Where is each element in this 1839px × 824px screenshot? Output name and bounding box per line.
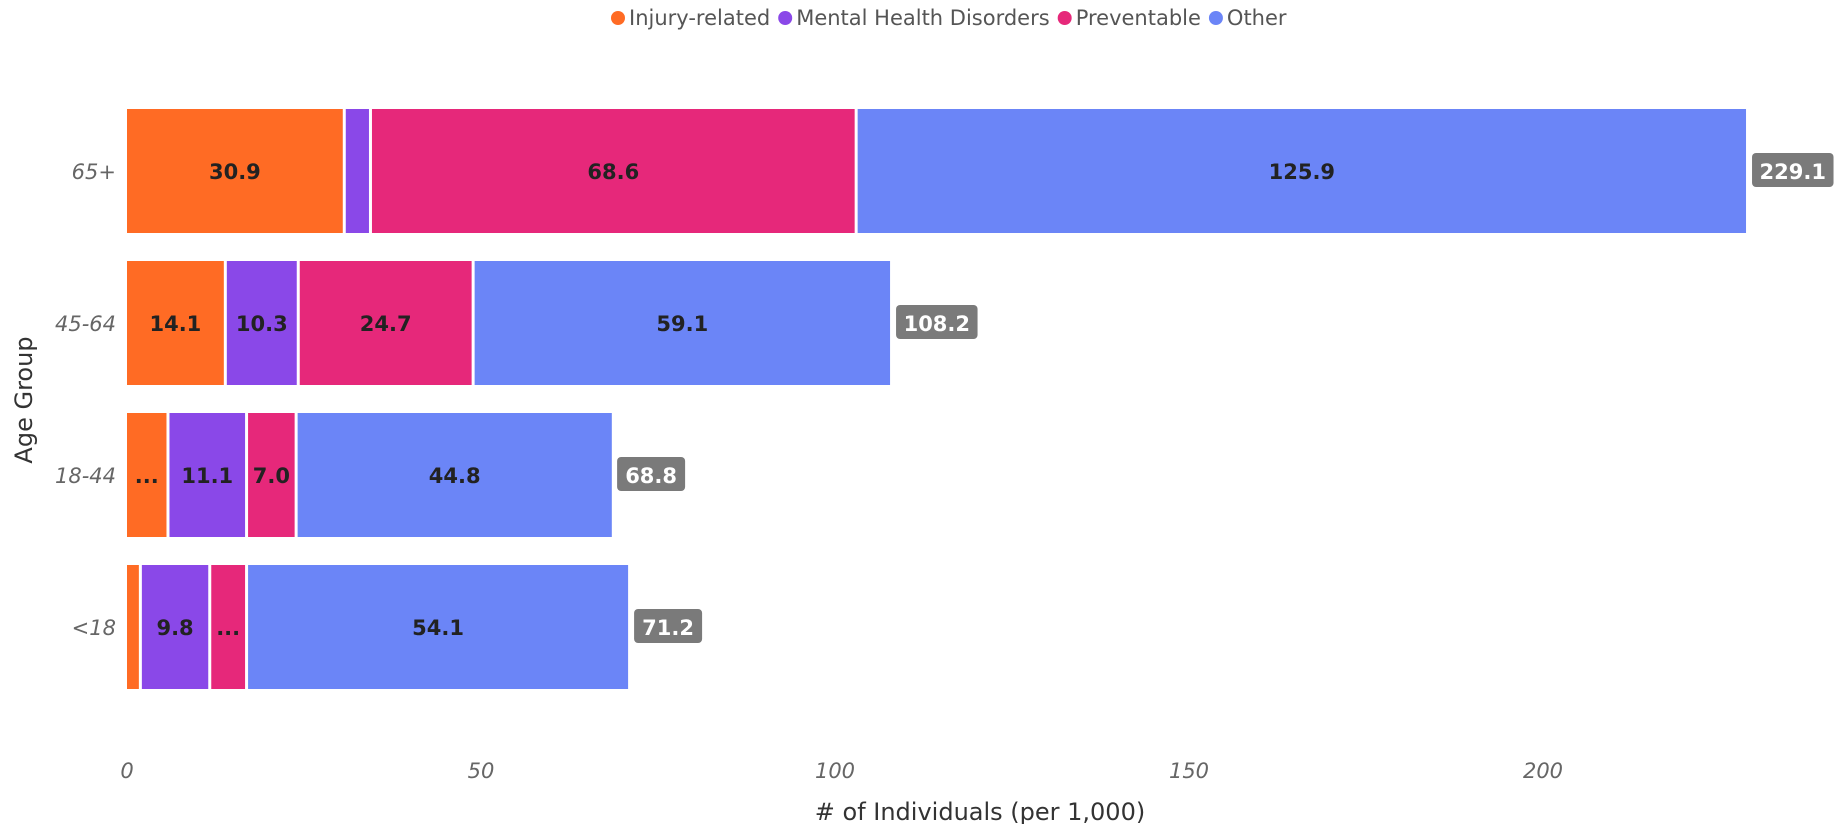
total-badge-18: [634, 609, 703, 643]
bar-18-44-mental-health-disorders[interactable]: [169, 413, 246, 537]
data-label-65-injury-related: 30.9: [209, 160, 261, 184]
bar-18-injury-related[interactable]: [127, 565, 139, 689]
data-label-18-mental-health-disorders: 9.8: [156, 616, 193, 640]
legend-marker-injury-related: [611, 11, 625, 25]
data-label-65-preventable: 68.6: [587, 160, 639, 184]
x-axis-tick-labels: 0 50 100 150 200: [120, 759, 1563, 783]
y-tick-65: 65+: [72, 160, 116, 184]
data-label-18-44-mental-health-disorders: 11.1: [181, 464, 233, 488]
data-label-45-64-mental-health-disorders: 10.3: [236, 312, 288, 336]
y-tick-18-44: 18-44: [55, 464, 116, 488]
x-tick-100: 100: [815, 759, 855, 783]
data-label-18-preventable: ...: [216, 616, 240, 640]
bar-65-preventable[interactable]: [371, 109, 855, 233]
bar-18-44-other[interactable]: [297, 413, 612, 537]
data-label-45-64-preventable: 24.7: [360, 312, 412, 336]
bar-65-mental-health-disorders[interactable]: [345, 109, 369, 233]
y-axis-tick-labels: 65+ 45-64 18-44 <18: [55, 160, 116, 640]
data-label-18-44-preventable: 7.0: [253, 464, 290, 488]
data-label-45-64-injury-related: 14.1: [149, 312, 201, 336]
total-label-18: 71.2: [642, 616, 694, 640]
bar-18-44-preventable[interactable]: [248, 413, 295, 537]
bar-18-mental-health-disorders[interactable]: [141, 565, 209, 689]
bar-18-preventable[interactable]: [211, 565, 246, 689]
legend-label-other: Other: [1227, 6, 1287, 30]
legend-label-injury-related: Injury-related: [629, 6, 770, 30]
legend-marker-mental-health-disorders: [778, 11, 793, 25]
y-axis-title: Age Group: [10, 336, 38, 463]
y-tick-18: <18: [72, 616, 116, 640]
data-label-18-other: 54.1: [412, 616, 464, 640]
data-label-45-64-other: 59.1: [656, 312, 708, 336]
data-label-65-other: 125.9: [1269, 160, 1335, 184]
legend-marker-preventable: [1057, 11, 1072, 25]
data-label-18-44-injury-related: ...: [135, 464, 159, 488]
total-label-45-64: 108.2: [904, 312, 970, 336]
bar-45-64-injury-related[interactable]: [127, 261, 224, 385]
bar-65-other[interactable]: [857, 109, 1747, 233]
x-tick-200: 200: [1523, 759, 1563, 783]
legend-label-preventable: Preventable: [1076, 6, 1201, 30]
bar-18-other[interactable]: [248, 565, 629, 689]
bar-45-64-preventable[interactable]: [299, 261, 472, 385]
bar-18-44-injury-related[interactable]: [127, 413, 167, 537]
bars-group: 30.9 68.6 125.9 229.1 14.1 10.3 24.7 59.1 108.2.…: [127, 109, 1834, 689]
total-badge-45-64: [896, 305, 978, 339]
x-axis-title: # of Individuals (per 1,000): [815, 798, 1145, 824]
bar-45-64-other[interactable]: [474, 261, 891, 385]
legend: Injury-related Mental Health Disorders Pre…: [611, 6, 1287, 30]
bar-65-injury-related[interactable]: [127, 109, 343, 233]
data-label-18-44-other: 44.8: [429, 464, 481, 488]
y-tick-45-64: 45-64: [55, 312, 116, 336]
total-label-65: 229.1: [1760, 160, 1826, 184]
legend-marker-other: [1208, 11, 1223, 25]
total-badge-65: [1752, 153, 1834, 187]
x-tick-150: 150: [1169, 759, 1209, 783]
x-tick-0: 0: [120, 759, 133, 783]
total-badge-18-44: [617, 457, 686, 491]
total-label-18-44: 68.8: [625, 464, 677, 488]
x-tick-50: 50: [468, 759, 495, 783]
bar-45-64-mental-health-disorders[interactable]: [226, 261, 297, 385]
legend-label-mental-health-disorders: Mental Health Disorders: [796, 6, 1049, 30]
